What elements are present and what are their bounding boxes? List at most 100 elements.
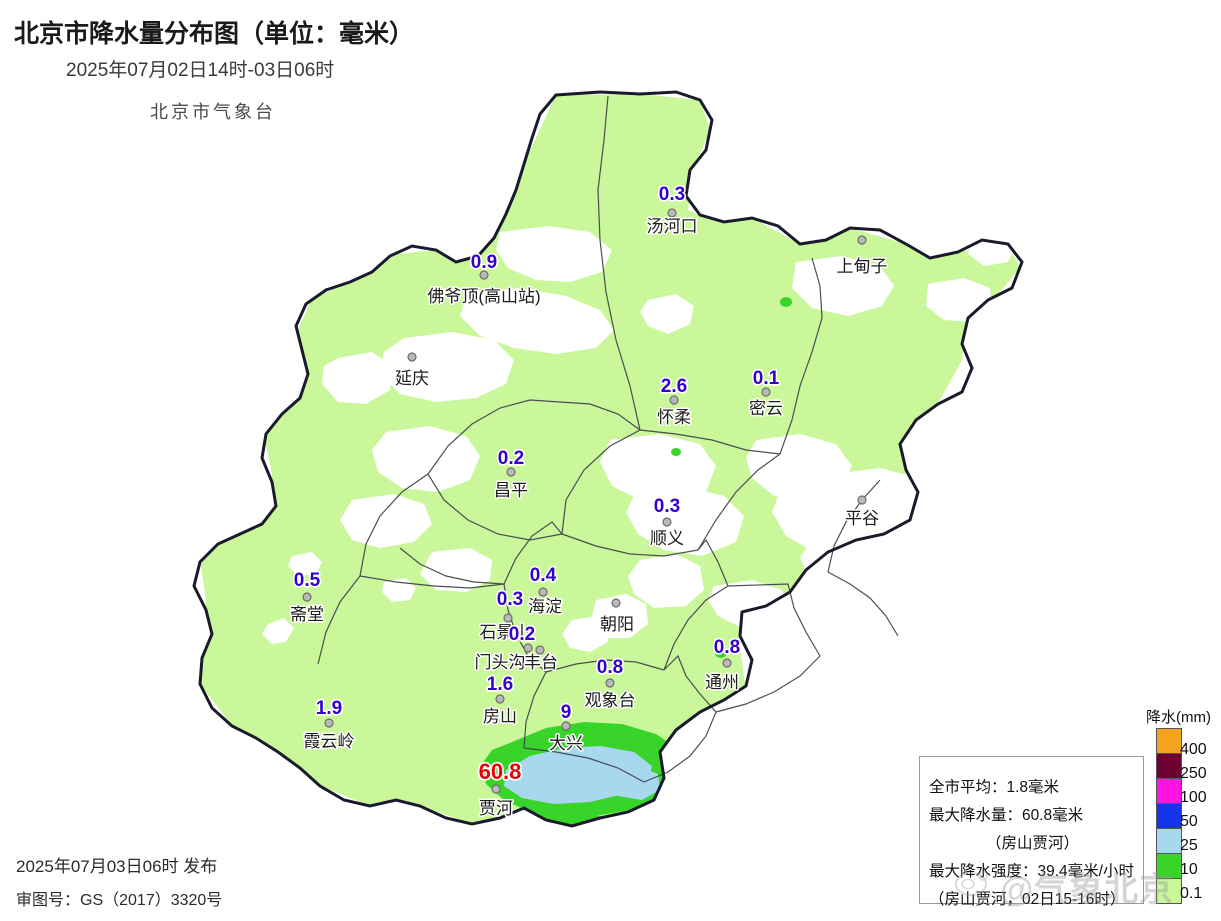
station-dot-icon bbox=[407, 352, 417, 362]
station-value: 0.8 bbox=[597, 657, 623, 678]
station-dot-icon bbox=[857, 495, 867, 505]
station-石景山: 石景山 0.3 bbox=[478, 587, 532, 643]
station-dot-icon bbox=[611, 598, 621, 608]
publish-time: 2025年07月03日06时 发布 bbox=[16, 857, 218, 876]
station-label: 丰台 bbox=[524, 653, 558, 672]
district-borders bbox=[317, 95, 899, 783]
station-value: 9 bbox=[561, 702, 572, 723]
legend-tick-10: 10 bbox=[1180, 861, 1198, 878]
station-dot-icon bbox=[535, 645, 545, 655]
station-昌平: 昌平 0.2 bbox=[493, 446, 530, 501]
station-dot-icon bbox=[857, 235, 867, 245]
station-顺义: 顺义 0.3 bbox=[649, 494, 686, 549]
page-title: 北京市降水量分布图（单位：毫米） bbox=[14, 20, 415, 48]
station-label: 房山 bbox=[483, 707, 517, 726]
stat-average: 全市平均：1.8毫米 bbox=[929, 779, 1060, 796]
station-label: 朝阳 bbox=[600, 615, 634, 634]
station-斋堂: 斋堂 0.5 bbox=[289, 568, 326, 625]
station-value: 1.6 bbox=[487, 674, 513, 695]
station-label: 霞云岭 bbox=[304, 732, 355, 751]
stat-max-intensity-site: （房山贾河，02日15-16时） bbox=[929, 891, 1126, 908]
station-通州: 通州 0.8 bbox=[704, 635, 742, 693]
station-dot-icon bbox=[479, 270, 489, 280]
station-贾河: 贾河 60.8 bbox=[477, 757, 523, 819]
legend-swatch-0.1 bbox=[1156, 879, 1182, 904]
stat-max-site: （房山贾河） bbox=[985, 835, 1079, 852]
legend-tick-400: 400 bbox=[1180, 741, 1207, 758]
legend-tick-0.1: 0.1 bbox=[1180, 885, 1203, 902]
legend-swatch-250 bbox=[1156, 754, 1182, 779]
station-dot-icon bbox=[495, 694, 505, 704]
station-海淀: 海淀 0.4 bbox=[527, 563, 564, 617]
station-dot-icon bbox=[506, 467, 516, 477]
station-value: 60.8 bbox=[479, 759, 522, 784]
station-dot-icon bbox=[523, 643, 533, 653]
station-value: 0.4 bbox=[530, 565, 557, 586]
station-value: 0.9 bbox=[471, 252, 497, 273]
band-25 bbox=[504, 746, 660, 804]
legend-swatch-400 bbox=[1156, 728, 1182, 754]
station-丰台: 丰台 bbox=[523, 645, 560, 674]
station-dot-icon bbox=[491, 784, 501, 794]
map-number: 审图号：GS（2017）3320号 bbox=[16, 892, 223, 909]
station-label: 贾河 bbox=[479, 799, 513, 818]
station-label: 延庆 bbox=[395, 369, 429, 388]
legend-swatch-100 bbox=[1156, 779, 1182, 804]
station-dot-icon bbox=[503, 613, 513, 623]
station-房山: 房山 1.6 bbox=[482, 672, 519, 727]
station-value: 1.9 bbox=[316, 698, 342, 719]
station-dot-icon bbox=[722, 658, 732, 668]
station-门头沟: 门头沟 0.2 bbox=[473, 622, 537, 673]
station-label: 密云 bbox=[749, 399, 783, 418]
station-怀柔: 怀柔 2.6 bbox=[656, 374, 693, 428]
station-label: 平谷 bbox=[845, 509, 879, 528]
station-label: 佛爷顶(高山站) bbox=[427, 287, 540, 306]
station-label: 大兴 bbox=[549, 734, 583, 753]
station-dot-icon bbox=[538, 587, 548, 597]
station-value: 0.3 bbox=[659, 184, 685, 205]
legend: 降水(mm) 400 250 100 50 25 10 0.1 bbox=[1146, 706, 1220, 916]
station-dot-icon bbox=[662, 517, 672, 527]
statistics-box: 全市平均：1.8毫米 最大降水量：60.8毫米 （房山贾河） 最大降水强度：39… bbox=[919, 756, 1144, 908]
station-label: 顺义 bbox=[650, 529, 684, 548]
station-label: 怀柔 bbox=[657, 408, 691, 427]
station-value: 0.1 bbox=[753, 368, 780, 389]
station-佛爷顶(高山站): 佛爷顶(高山站) 0.9 bbox=[426, 250, 542, 307]
stat-max-intensity: 最大降水强度：39.4毫米/小时 bbox=[929, 863, 1134, 880]
station-大兴: 大兴 9 bbox=[548, 700, 585, 754]
station-霞云岭: 霞云岭 1.9 bbox=[302, 696, 356, 752]
station-dot-icon bbox=[561, 721, 571, 731]
station-label: 门头沟 bbox=[475, 653, 526, 672]
legend-swatch-50 bbox=[1156, 804, 1182, 829]
legend-tick-100: 100 bbox=[1180, 789, 1207, 806]
legend-tick-250: 250 bbox=[1180, 765, 1207, 782]
legend-title: 降水(mm) bbox=[1146, 709, 1211, 726]
station-label: 汤河口 bbox=[647, 217, 698, 236]
station-汤河口: 汤河口 0.3 bbox=[645, 182, 699, 237]
legend-colorbar bbox=[1156, 728, 1182, 904]
station-观象台: 观象台 0.8 bbox=[583, 655, 637, 711]
station-label: 昌平 bbox=[494, 481, 528, 500]
station-label: 上甸子 bbox=[837, 257, 888, 276]
station-label: 通州 bbox=[705, 673, 739, 692]
beijing-outline bbox=[192, 90, 1024, 828]
legend-tick-50: 50 bbox=[1180, 813, 1198, 830]
station-dot-icon bbox=[667, 208, 677, 218]
legend-swatch-10 bbox=[1156, 854, 1182, 879]
station-label: 海淀 bbox=[528, 597, 562, 616]
legend-swatch-25 bbox=[1156, 829, 1182, 854]
station-label: 石景山 bbox=[480, 623, 531, 642]
issuer-name: 北京市气象台 bbox=[150, 102, 276, 122]
station-label: 观象台 bbox=[585, 691, 636, 710]
stat-max-precip: 最大降水量：60.8毫米 bbox=[929, 807, 1084, 824]
station-平谷: 平谷 bbox=[844, 495, 881, 530]
station-dot-icon bbox=[302, 592, 312, 602]
station-label: 斋堂 bbox=[290, 605, 324, 624]
station-dot-icon bbox=[324, 718, 334, 728]
station-上甸子: 上甸子 bbox=[835, 235, 889, 278]
station-dot-icon bbox=[761, 387, 771, 397]
station-value: 0.3 bbox=[654, 496, 680, 517]
